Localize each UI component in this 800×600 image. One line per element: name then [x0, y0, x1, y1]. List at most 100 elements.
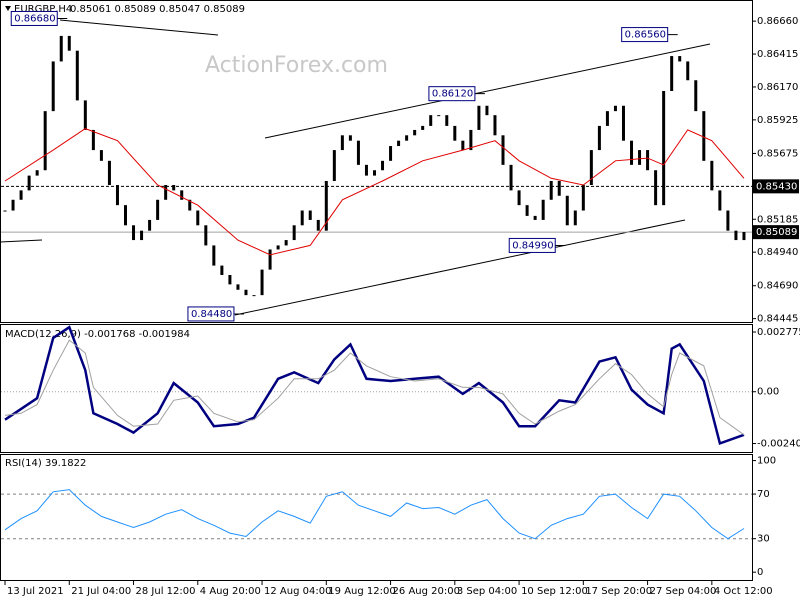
annotation-box [428, 86, 476, 102]
y-tick-label: 0 [757, 567, 763, 578]
candle [348, 135, 352, 141]
candle [429, 115, 433, 126]
series-line [4, 128, 745, 256]
candle [244, 289, 248, 296]
candle [236, 284, 240, 290]
x-tick-label: 4 Oct 12:00 [714, 586, 773, 597]
candle [597, 125, 601, 151]
menu-triangle [5, 6, 11, 11]
candle [517, 190, 521, 206]
candle [356, 140, 360, 165]
y-tick-label: 0.86660 [757, 16, 798, 27]
candle [469, 129, 473, 151]
x-tick-label: 21 Jul 04:00 [71, 586, 131, 597]
candle [565, 195, 569, 226]
trend-line [59, 19, 219, 36]
y-tick-label: 0.86170 [757, 82, 798, 93]
candle [115, 185, 119, 206]
candle [477, 105, 481, 130]
macd-title: MACD(12,26,9) -0.001768 -0.001984 [5, 329, 190, 340]
candle [437, 115, 441, 117]
candle [156, 199, 160, 220]
candle [718, 190, 722, 211]
y-tick-label: 30 [757, 534, 770, 545]
y-tick-label: -0.002407 [757, 439, 800, 450]
candle [630, 140, 634, 165]
candle [421, 125, 425, 130]
candle [268, 249, 272, 270]
x-tick-label: 26 Aug 20:00 [393, 586, 460, 597]
candle [252, 295, 256, 297]
annotation-label: 0.86120 [432, 89, 473, 100]
candle [726, 210, 730, 231]
channel-line [264, 43, 711, 139]
x-tick-label: 3 Sep 04:00 [457, 586, 517, 597]
price-label: 0.85430 [756, 181, 797, 192]
price-label-box [753, 225, 799, 240]
x-tick-label: 27 Sep 04:00 [650, 586, 717, 597]
candle [27, 175, 31, 191]
candle [413, 129, 417, 136]
candle [260, 269, 264, 296]
symbol: EURGBP,H4 [14, 4, 72, 15]
candle [132, 225, 136, 241]
y-tick-label: 0.00 [757, 387, 779, 398]
candle [75, 50, 79, 101]
candle [35, 170, 39, 176]
candle [276, 245, 280, 250]
candle [525, 205, 529, 216]
candle [605, 111, 609, 126]
y-tick-label: 70 [757, 489, 770, 500]
candle [172, 185, 176, 191]
y-tick-label: 0.85185 [757, 214, 798, 225]
x-tick-label: 10 Sep 12:00 [521, 586, 588, 597]
candle [67, 35, 71, 51]
candle [51, 61, 55, 112]
quote: 0.85061 0.85089 0.85047 0.85089 [70, 4, 245, 15]
annotation-box [10, 10, 58, 26]
y-tick-label: 0.002775 [757, 327, 800, 338]
y-tick-label: 0.84940 [757, 247, 798, 258]
candle [445, 115, 449, 126]
trend-line [0, 239, 43, 243]
candle [485, 105, 489, 116]
candle [91, 129, 95, 151]
y-tick-label: 100 [757, 456, 776, 467]
candle [316, 219, 320, 231]
candle [300, 210, 304, 226]
candle [148, 219, 152, 231]
annotation-box [187, 306, 235, 322]
candle [83, 100, 87, 130]
candle [220, 265, 224, 275]
candle [228, 274, 232, 285]
channel-line [234, 219, 686, 316]
candle [3, 210, 7, 212]
annotation-label: 0.84990 [512, 240, 553, 251]
y-tick-label: 0.85925 [757, 115, 798, 126]
candle [196, 210, 200, 226]
candle [493, 115, 497, 136]
series-line [4, 339, 745, 436]
macd-panel [0, 324, 753, 453]
candle [453, 125, 457, 141]
annotation-label: 0.86560 [625, 30, 666, 41]
candle [364, 164, 368, 176]
candle [613, 105, 617, 112]
candle [284, 240, 288, 246]
y-tick-label: 0.86415 [757, 49, 798, 60]
candle [405, 135, 409, 141]
rsi-panel [0, 454, 753, 581]
candle [702, 111, 706, 161]
annotation-box [621, 27, 669, 43]
candle [533, 215, 537, 220]
candle [638, 150, 642, 165]
series-line [4, 325, 745, 446]
candle [589, 150, 593, 186]
candle [581, 185, 585, 211]
candle [188, 199, 192, 211]
series-line [4, 489, 745, 540]
candle [461, 140, 465, 151]
candle [734, 230, 738, 241]
candle [662, 90, 666, 206]
